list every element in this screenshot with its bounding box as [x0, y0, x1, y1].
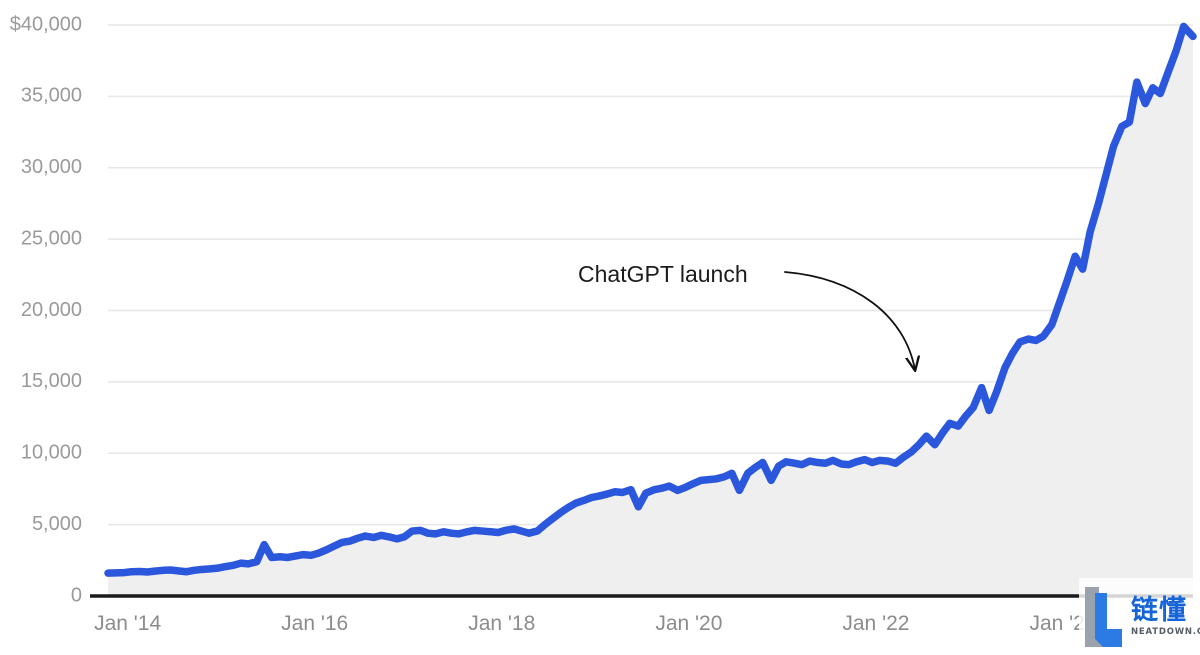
y-tick-label: 35,000 [21, 85, 82, 107]
gridlines [108, 24, 1193, 526]
y-tick-label: 5,000 [32, 513, 82, 535]
x-tick-label: Jan '22 [842, 612, 909, 635]
watermark-text: 链懂 NEATDOWN.COM [1131, 597, 1200, 637]
x-tick-label: Jan '18 [468, 612, 535, 635]
y-tick-label: 25,000 [21, 227, 82, 249]
annotation-arrow [784, 271, 915, 370]
y-axis-tick-labels: $40,000 35,000 30,000 25,000 20,000 15,000 10,… [10, 13, 82, 606]
y-tick-label: 0 [71, 584, 82, 606]
x-axis-tick-labels: Jan '14 Jan '16 Jan '18 Jan '20 Jan '22 Jan '… [94, 612, 1097, 635]
y-tick-label: 30,000 [21, 156, 82, 178]
neatdown-logo-icon [1085, 586, 1122, 647]
area-fill-path [108, 26, 1193, 597]
area-fill [108, 26, 1193, 597]
y-tick-label: 15,000 [21, 370, 82, 392]
series-line-value [104, 22, 1197, 577]
x-tick-label: Jan '14 [94, 612, 161, 635]
chart-annotation: ChatGPT launch [578, 261, 915, 370]
watermark-domain: NEATDOWN.COM [1131, 626, 1200, 637]
watermark-brand: 链懂 [1131, 594, 1187, 626]
data-line [104, 22, 1197, 577]
x-tick-label: Jan '16 [281, 612, 348, 635]
watermark: 链懂 NEATDOWN.COM [1079, 578, 1200, 655]
y-tick-label: $40,000 [10, 13, 82, 35]
y-tick-label: 20,000 [21, 299, 82, 321]
annotation-label: ChatGPT launch [578, 261, 748, 287]
y-tick-label: 10,000 [21, 442, 82, 464]
x-tick-label: Jan '20 [655, 612, 722, 635]
